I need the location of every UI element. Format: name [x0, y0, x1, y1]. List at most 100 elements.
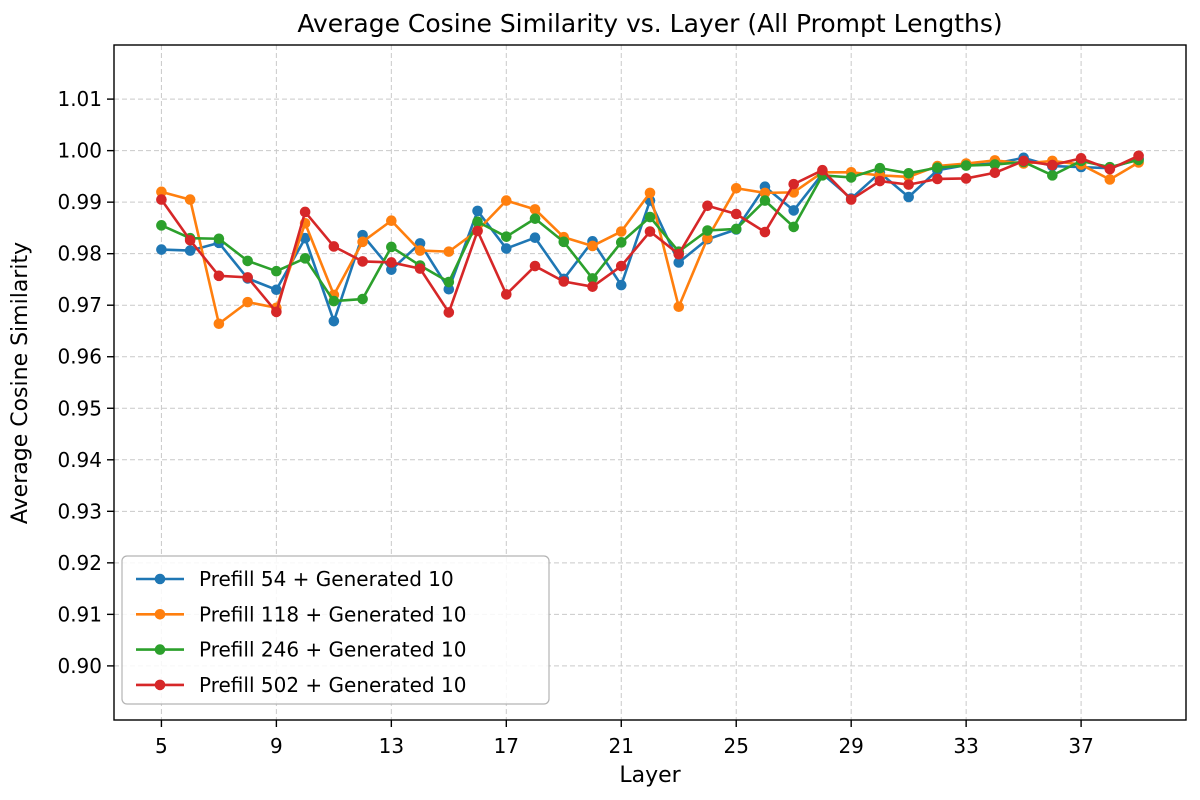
- y-tick-label-1.00: 1.00: [57, 139, 102, 163]
- chart-title: Average Cosine Similarity vs. Layer (All…: [297, 9, 1002, 38]
- point-prefill-502-generated-10-layer-30: [874, 175, 886, 187]
- point-prefill-54-generated-10-layer-6: [184, 245, 196, 256]
- point-prefill-54-generated-10-layer-31: [903, 191, 914, 203]
- y-tick-label-0.97: 0.97: [57, 293, 102, 317]
- legend: Prefill 54 + Generated 10 Prefill 118 + G…: [121, 555, 550, 705]
- point-prefill-502-generated-10-layer-37: [1075, 153, 1087, 164]
- point-prefill-118-generated-10-layer-22: [644, 187, 656, 199]
- y-tick-label-0.93: 0.93: [57, 499, 102, 523]
- point-prefill-502-generated-10-layer-19: [558, 276, 570, 287]
- point-prefill-246-generated-10-layer-10: [299, 253, 311, 264]
- point-prefill-502-generated-10-layer-24: [702, 200, 713, 212]
- point-prefill-118-generated-10-layer-25: [730, 182, 742, 194]
- point-prefill-502-generated-10-layer-17: [501, 289, 512, 300]
- y-tick-label-0.99: 0.99: [57, 190, 102, 214]
- point-prefill-118-generated-10-layer-26: [759, 187, 771, 199]
- point-prefill-502-generated-10-layer-9: [271, 306, 282, 318]
- point-prefill-54-generated-10-layer-9: [271, 284, 282, 296]
- point-prefill-502-generated-10-layer-22: [644, 226, 656, 237]
- legend-box: [121, 555, 550, 705]
- point-prefill-246-generated-10-layer-12: [357, 293, 368, 305]
- point-prefill-246-generated-10-layer-9: [271, 265, 282, 277]
- point-prefill-502-generated-10-layer-34: [989, 167, 1001, 179]
- point-prefill-246-generated-10-layer-11: [328, 295, 340, 307]
- point-prefill-246-generated-10-layer-36: [1047, 170, 1058, 181]
- x-axis-label: Layer: [619, 763, 681, 788]
- point-prefill-502-generated-10-layer-16: [472, 225, 483, 237]
- point-prefill-246-generated-10-layer-24: [702, 225, 713, 236]
- point-prefill-54-generated-10-layer-16: [472, 205, 483, 217]
- point-prefill-502-generated-10-layer-12: [357, 256, 368, 267]
- x-tick-label-9: 9: [270, 734, 283, 758]
- point-prefill-246-generated-10-layer-26: [759, 195, 771, 206]
- point-prefill-54-generated-10-layer-10: [299, 232, 311, 244]
- point-prefill-502-generated-10-layer-38: [1104, 163, 1116, 175]
- y-tick-label-0.90: 0.90: [57, 654, 102, 678]
- point-prefill-246-generated-10-layer-19: [558, 236, 570, 248]
- point-prefill-502-generated-10-layer-13: [386, 257, 397, 268]
- point-prefill-118-generated-10-layer-13: [386, 215, 397, 227]
- point-prefill-502-generated-10-layer-31: [903, 179, 914, 190]
- point-prefill-54-generated-10-layer-11: [328, 315, 340, 327]
- x-tick-label-5: 5: [155, 734, 168, 758]
- point-prefill-246-generated-10-layer-18: [529, 213, 541, 224]
- legend-label-prefill-502-generated-10: Prefill 502 + Generated 10: [199, 673, 466, 697]
- legend-marker-prefill-54-generated-10: [154, 573, 166, 585]
- x-tick-label-37: 37: [1068, 734, 1093, 758]
- x-tick-label-29: 29: [838, 734, 863, 758]
- point-prefill-246-generated-10-layer-34: [989, 159, 1001, 170]
- point-prefill-246-generated-10-layer-20: [587, 273, 598, 284]
- point-prefill-502-generated-10-layer-14: [414, 263, 426, 274]
- axes-layer: 5 9 13 17 21 25 29 33 37 0.90 0.91 0.92 0.93 0.94 0.95…: [57, 44, 1187, 758]
- series-layer: [156, 150, 1144, 330]
- point-prefill-246-generated-10-layer-7: [213, 233, 225, 245]
- y-tick-label-1.01: 1.01: [57, 87, 102, 111]
- point-prefill-54-generated-10-layer-21: [615, 279, 627, 291]
- point-prefill-502-generated-10-layer-15: [443, 307, 455, 318]
- legend-label-prefill-246-generated-10: Prefill 246 + Generated 10: [199, 638, 466, 662]
- point-prefill-118-generated-10-layer-21: [615, 226, 627, 237]
- point-prefill-118-generated-10-layer-14: [414, 245, 426, 256]
- y-tick-label-0.98: 0.98: [57, 242, 102, 266]
- y-axis-label: Average Cosine Similarity: [8, 242, 33, 524]
- point-prefill-246-generated-10-layer-21: [615, 237, 627, 248]
- point-prefill-502-generated-10-layer-20: [587, 281, 598, 292]
- point-prefill-54-generated-10-layer-5: [156, 244, 167, 255]
- point-prefill-54-generated-10-layer-27: [788, 205, 799, 216]
- point-prefill-502-generated-10-layer-6: [184, 234, 196, 246]
- legend-marker-prefill-502-generated-10: [154, 679, 166, 691]
- legend-marker-prefill-118-generated-10: [154, 609, 166, 620]
- point-prefill-54-generated-10-layer-23: [673, 257, 685, 268]
- legend-label-prefill-118-generated-10: Prefill 118 + Generated 10: [199, 602, 466, 626]
- x-tick-label-13: 13: [379, 734, 404, 758]
- point-prefill-502-generated-10-layer-5: [156, 194, 167, 205]
- point-prefill-502-generated-10-layer-26: [759, 226, 771, 238]
- point-prefill-502-generated-10-layer-23: [673, 248, 685, 260]
- point-prefill-118-generated-10-layer-7: [213, 318, 225, 330]
- point-prefill-246-generated-10-layer-16: [472, 216, 483, 228]
- point-prefill-246-generated-10-layer-15: [443, 276, 455, 288]
- plot-border: [113, 44, 1187, 721]
- point-prefill-246-generated-10-layer-29: [845, 172, 857, 183]
- y-tick-label-0.92: 0.92: [57, 551, 102, 575]
- point-prefill-118-generated-10-layer-15: [443, 246, 455, 257]
- point-prefill-502-generated-10-layer-8: [242, 272, 253, 283]
- x-tick-label-21: 21: [609, 734, 634, 758]
- point-prefill-246-generated-10-layer-13: [386, 241, 397, 253]
- point-prefill-246-generated-10-layer-30: [874, 162, 886, 174]
- point-prefill-502-generated-10-layer-29: [845, 194, 857, 205]
- x-tick-label-25: 25: [723, 734, 748, 758]
- point-prefill-502-generated-10-layer-39: [1133, 150, 1144, 162]
- y-tick-label-0.96: 0.96: [57, 345, 102, 369]
- y-tick-label-0.94: 0.94: [57, 448, 102, 472]
- point-prefill-502-generated-10-layer-32: [932, 173, 943, 185]
- point-prefill-502-generated-10-layer-18: [529, 260, 541, 272]
- point-prefill-502-generated-10-layer-35: [1018, 155, 1029, 167]
- point-prefill-118-generated-10-layer-24: [702, 232, 713, 244]
- point-prefill-118-generated-10-layer-23: [673, 301, 685, 313]
- legend-marker-prefill-246-generated-10: [154, 644, 166, 655]
- y-tick-label-0.95: 0.95: [57, 396, 102, 420]
- point-prefill-118-generated-10-layer-8: [242, 296, 253, 308]
